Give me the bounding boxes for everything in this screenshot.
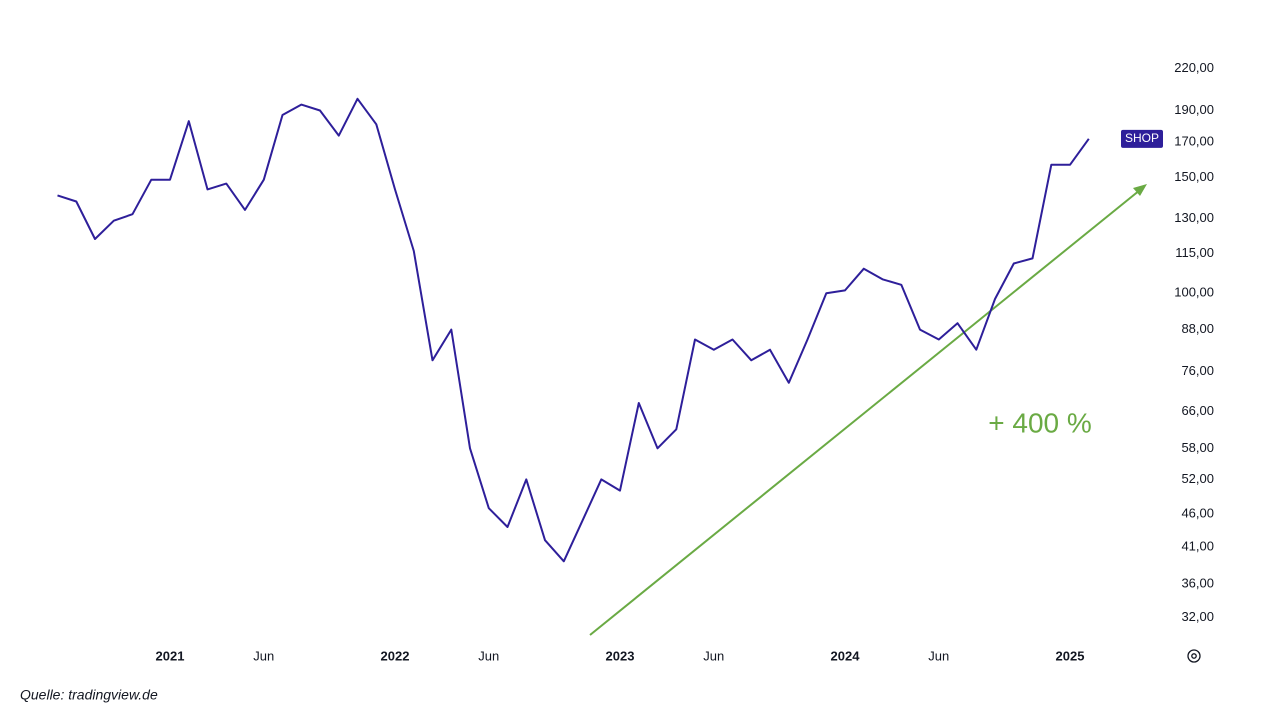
y-tick-label: 150,00: [1174, 169, 1214, 184]
x-tick-label: 2023: [606, 648, 635, 663]
trend-arrow: [589, 189, 1141, 636]
y-tick-label: 88,00: [1181, 321, 1214, 336]
arrow-head: [1133, 184, 1147, 196]
y-tick-label: 170,00: [1174, 134, 1214, 149]
y-tick-label: 190,00: [1174, 102, 1214, 117]
y-tick-label: 41,00: [1181, 539, 1214, 554]
x-tick-label: 2022: [381, 648, 410, 663]
y-tick-label: 100,00: [1174, 285, 1214, 300]
y-tick-label: 220,00: [1174, 60, 1214, 75]
x-tick-label: Jun: [703, 648, 724, 663]
y-tick-label: 130,00: [1174, 210, 1214, 225]
price-line: [57, 97, 1090, 563]
series-label-text: SHOP: [1125, 131, 1159, 145]
y-tick-label: 36,00: [1181, 576, 1214, 591]
x-tick-label: Jun: [478, 648, 499, 663]
series-label-box: [1121, 129, 1163, 148]
y-tick-label: 32,00: [1181, 609, 1214, 624]
series-label: SHOP: [1121, 129, 1163, 148]
x-tick-label: 2024: [831, 648, 861, 663]
y-tick-label: 76,00: [1181, 363, 1214, 378]
y-tick-label: 115,00: [1175, 245, 1214, 260]
annotation: + 400 %: [988, 407, 1092, 438]
y-tick-label: 58,00: [1181, 440, 1214, 455]
x-tick-label: Jun: [928, 648, 949, 663]
y-tick-label: 52,00: [1181, 471, 1214, 486]
x-tick-label: Jun: [253, 648, 274, 663]
y-tick-label: 46,00: [1181, 506, 1214, 521]
y-tick-label: 66,00: [1181, 403, 1214, 418]
source: Quelle: tradingview.de: [20, 687, 158, 703]
x-tick-label: 2025: [1056, 648, 1085, 663]
x-tick-label: 2021: [156, 648, 185, 663]
settings-icon[interactable]: [1187, 649, 1201, 663]
